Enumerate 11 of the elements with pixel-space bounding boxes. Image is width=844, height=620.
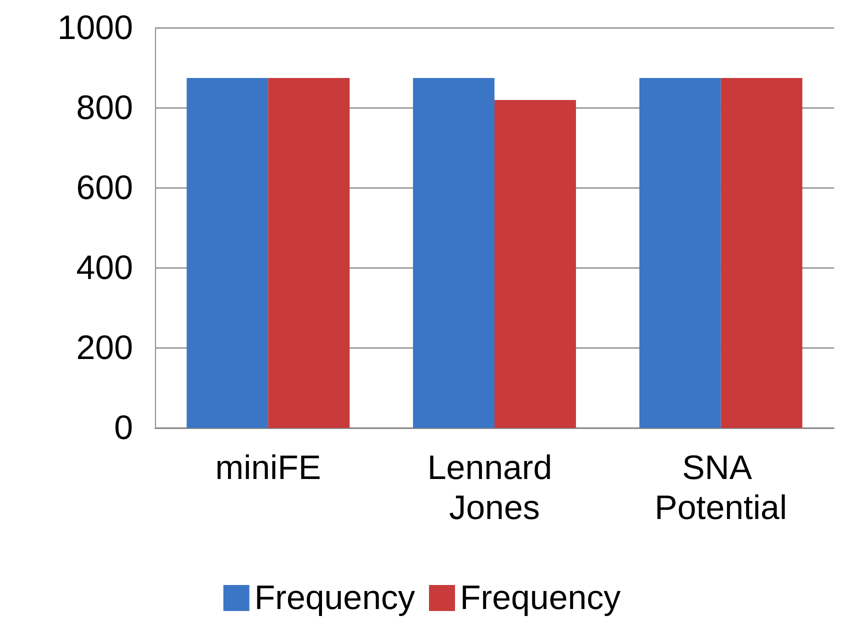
y-tick-label: 600 xyxy=(76,169,133,207)
x-tick-label: SNA Potential xyxy=(654,449,787,527)
x-tick-label: miniFE xyxy=(215,449,322,487)
legend-label: Frequency xyxy=(254,579,416,617)
y-tick-label: 800 xyxy=(76,89,133,127)
y-tick-label: 400 xyxy=(76,249,133,287)
x-tick-label: Lennard Jones xyxy=(427,449,562,527)
legend-label: Frequency xyxy=(460,579,621,617)
y-tick-label: 0 xyxy=(114,409,133,447)
y-tick-label: 200 xyxy=(76,329,133,367)
y-tick-label: 1000 xyxy=(57,9,133,47)
